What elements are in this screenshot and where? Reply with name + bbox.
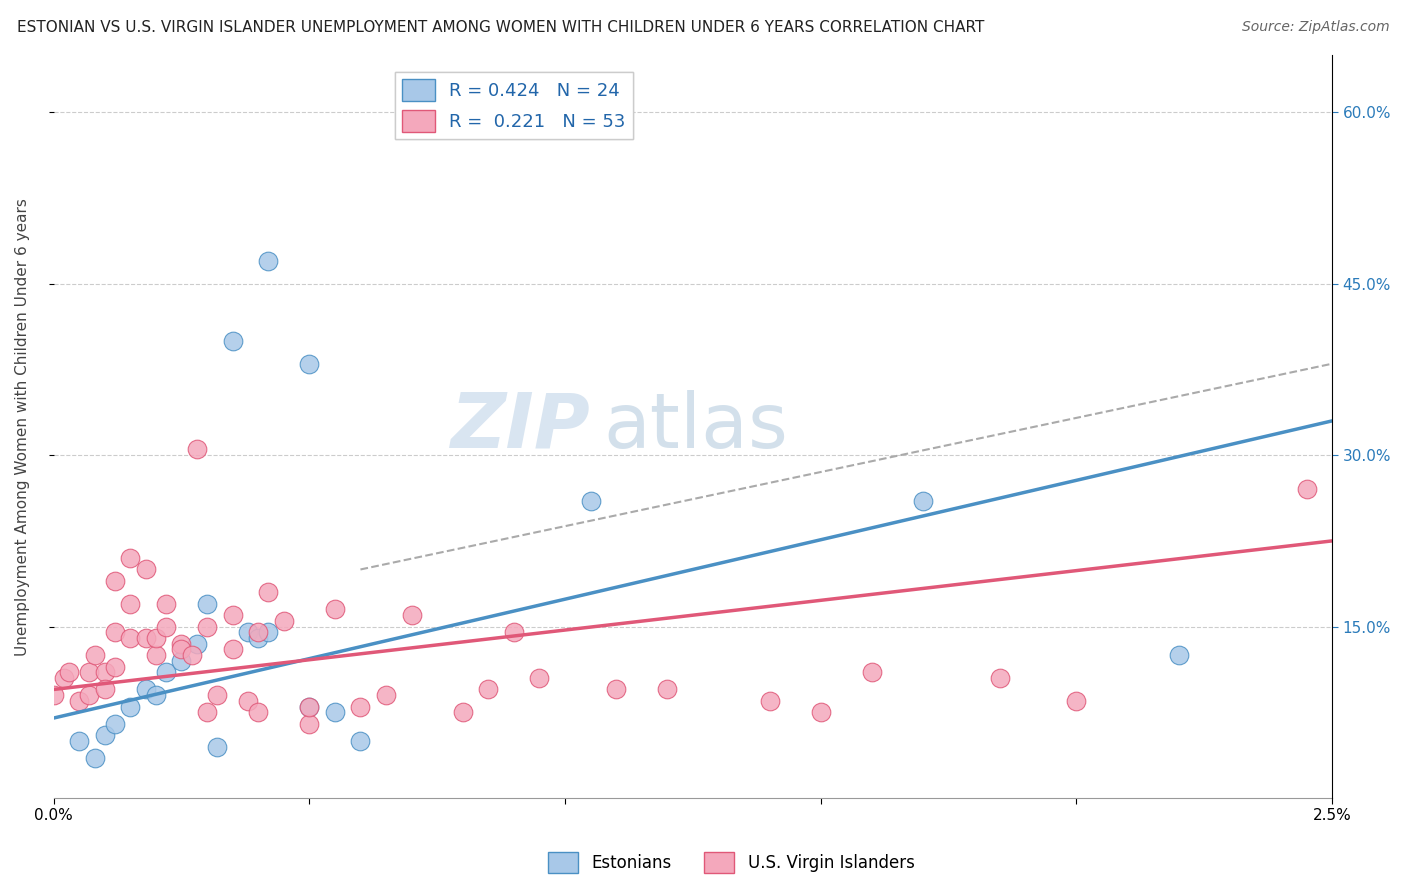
Point <box>477 682 499 697</box>
Text: ZIP: ZIP <box>451 390 591 464</box>
Point <box>94 682 117 697</box>
Point <box>758 694 780 708</box>
Point <box>195 619 218 633</box>
Point <box>145 631 167 645</box>
Point <box>221 334 243 348</box>
Point <box>42 688 65 702</box>
Point <box>120 631 142 645</box>
Point <box>298 699 321 714</box>
Point <box>170 637 193 651</box>
Point <box>207 688 229 702</box>
Point <box>1167 648 1189 663</box>
Point <box>349 699 371 714</box>
Point <box>257 253 280 268</box>
Point <box>155 597 177 611</box>
Point <box>83 648 105 663</box>
Y-axis label: Unemployment Among Women with Children Under 6 years: Unemployment Among Women with Children U… <box>15 198 30 656</box>
Point <box>94 728 117 742</box>
Point <box>375 688 398 702</box>
Text: ESTONIAN VS U.S. VIRGIN ISLANDER UNEMPLOYMENT AMONG WOMEN WITH CHILDREN UNDER 6 : ESTONIAN VS U.S. VIRGIN ISLANDER UNEMPLO… <box>17 20 984 35</box>
Text: atlas: atlas <box>603 390 789 464</box>
Point <box>257 585 280 599</box>
Point <box>349 734 371 748</box>
Point <box>236 694 259 708</box>
Point <box>236 625 259 640</box>
Text: Source: ZipAtlas.com: Source: ZipAtlas.com <box>1241 20 1389 34</box>
Point <box>58 665 80 680</box>
Point <box>120 551 142 566</box>
Point <box>810 706 832 720</box>
Point <box>221 608 243 623</box>
Point <box>401 608 423 623</box>
Point <box>221 642 243 657</box>
Point <box>323 706 346 720</box>
Point <box>145 688 167 702</box>
Point <box>1066 694 1088 708</box>
Point <box>135 631 157 645</box>
Point <box>155 665 177 680</box>
Point <box>155 619 177 633</box>
Point <box>120 597 142 611</box>
Point <box>120 699 142 714</box>
Point <box>273 614 295 628</box>
Point <box>579 494 602 508</box>
Point <box>247 631 270 645</box>
Point <box>67 734 90 748</box>
Point <box>323 602 346 616</box>
Point <box>104 659 127 673</box>
Point <box>135 562 157 576</box>
Point <box>502 625 524 640</box>
Point <box>83 751 105 765</box>
Point <box>145 648 167 663</box>
Point <box>170 642 193 657</box>
Point <box>657 682 679 697</box>
Point <box>186 637 208 651</box>
Point <box>529 671 551 685</box>
Point <box>94 665 117 680</box>
Point <box>135 682 157 697</box>
Point <box>180 648 202 663</box>
Point <box>298 699 321 714</box>
Point <box>104 625 127 640</box>
Point <box>67 694 90 708</box>
Point <box>605 682 627 697</box>
Point <box>988 671 1011 685</box>
Point <box>195 597 218 611</box>
Point <box>247 625 270 640</box>
Point <box>207 739 229 754</box>
Point <box>170 654 193 668</box>
Point <box>860 665 883 680</box>
Point <box>195 706 218 720</box>
Point <box>257 625 280 640</box>
Point <box>911 494 934 508</box>
Point <box>186 442 208 457</box>
Point <box>52 671 75 685</box>
Point <box>79 665 101 680</box>
Point <box>1295 483 1317 497</box>
Point <box>104 574 127 588</box>
Point <box>298 357 321 371</box>
Legend: R = 0.424   N = 24, R =  0.221   N = 53: R = 0.424 N = 24, R = 0.221 N = 53 <box>395 71 633 139</box>
Point <box>104 716 127 731</box>
Legend: Estonians, U.S. Virgin Islanders: Estonians, U.S. Virgin Islanders <box>541 846 921 880</box>
Point <box>247 706 270 720</box>
Point <box>79 688 101 702</box>
Point <box>451 706 474 720</box>
Point <box>298 716 321 731</box>
